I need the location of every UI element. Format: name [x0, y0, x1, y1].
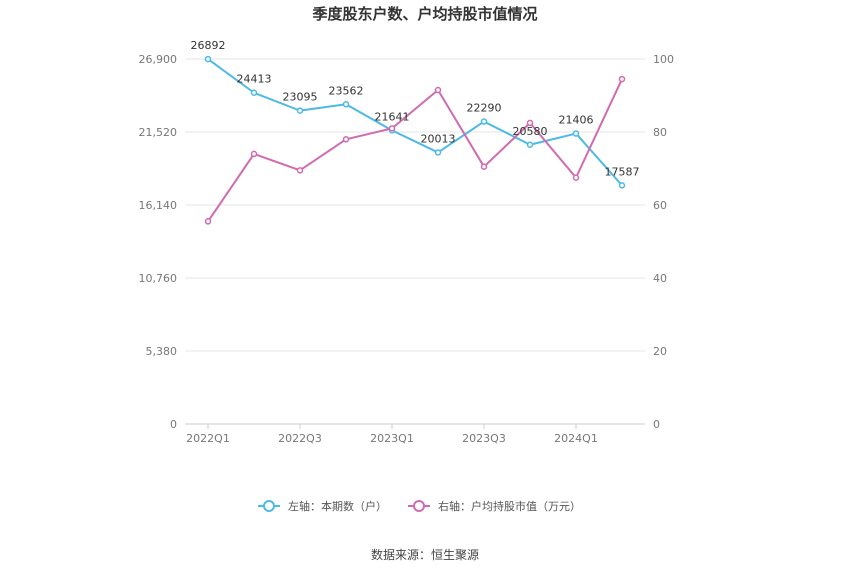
x-tick-label: 2022Q1 — [186, 432, 230, 445]
legend-label: 左轴：本期数（户） — [288, 499, 387, 513]
data-point — [388, 125, 396, 132]
right-tick-label: 60 — [653, 199, 667, 212]
legend[interactable]: 左轴：本期数（户） 右轴：户均持股市值（万元） — [258, 499, 581, 513]
right-tick-label: 0 — [653, 418, 660, 431]
data-point — [480, 163, 488, 170]
data-point — [342, 136, 350, 143]
grid-lines — [185, 58, 645, 352]
data-point — [572, 174, 580, 181]
right-axis: 0 20 40 60 80 100 — [653, 53, 674, 431]
data-label: 24413 — [237, 73, 272, 86]
data-point — [434, 149, 442, 156]
data-point — [204, 55, 212, 63]
data-point — [250, 150, 258, 158]
series-line-0 — [207, 58, 623, 187]
data-source: 数据来源：恒生聚源 — [371, 547, 479, 562]
legend-item[interactable]: 右轴：户均持股市值（万元） — [408, 499, 581, 513]
data-label: 26892 — [191, 39, 226, 52]
x-axis: 2022Q1 2022Q3 2023Q1 2023Q3 2024Q1 — [186, 424, 598, 445]
data-label: 21641 — [375, 110, 410, 123]
data-point — [572, 130, 580, 137]
series-line-1 — [207, 78, 623, 222]
data-point — [434, 86, 442, 94]
data-point — [296, 107, 304, 114]
left-tick-label: 16,140 — [139, 199, 178, 212]
x-tick-label: 2022Q3 — [278, 432, 322, 445]
data-point — [342, 101, 350, 108]
data-point — [250, 89, 258, 96]
legend-marker-icon — [413, 500, 425, 512]
right-tick-label: 100 — [653, 53, 674, 66]
left-tick-label: 10,760 — [139, 272, 178, 285]
chart-title: 季度股东户数、户均持股市值情况 — [312, 5, 537, 23]
data-point — [204, 218, 212, 225]
x-tick-label: 2023Q3 — [462, 432, 506, 445]
data-label: 20580 — [513, 125, 548, 138]
series-layer: 26892 24413 23095 23562 21641 20013 22290 20580… — [191, 39, 640, 225]
legend-label: 右轴：户均持股市值（万元） — [438, 499, 581, 513]
data-label: 20013 — [421, 132, 456, 145]
data-label: 23562 — [329, 84, 364, 97]
legend-item[interactable]: 左轴：本期数（户） — [258, 499, 387, 513]
left-tick-label: 0 — [170, 418, 177, 431]
left-tick-label: 26,900 — [139, 53, 178, 66]
data-label: 23095 — [283, 91, 318, 104]
data-point — [618, 75, 626, 83]
data-label: 17587 — [605, 165, 640, 178]
right-tick-label: 40 — [653, 272, 667, 285]
data-point — [526, 141, 534, 149]
left-tick-label: 21,520 — [139, 126, 178, 139]
data-point — [296, 167, 304, 174]
data-point — [480, 118, 488, 125]
x-tick-label: 2024Q1 — [554, 432, 598, 445]
data-point — [618, 182, 626, 189]
left-axis: 0 5,380 10,760 16,140 21,520 26,900 — [139, 53, 178, 431]
right-tick-label: 20 — [653, 345, 667, 358]
legend-marker-icon — [263, 500, 275, 512]
x-tick-label: 2023Q1 — [370, 432, 414, 445]
data-point — [526, 119, 534, 127]
data-label: 22290 — [467, 102, 502, 115]
left-tick-label: 5,380 — [146, 345, 178, 358]
right-tick-label: 80 — [653, 126, 667, 139]
data-label: 21406 — [559, 114, 594, 127]
